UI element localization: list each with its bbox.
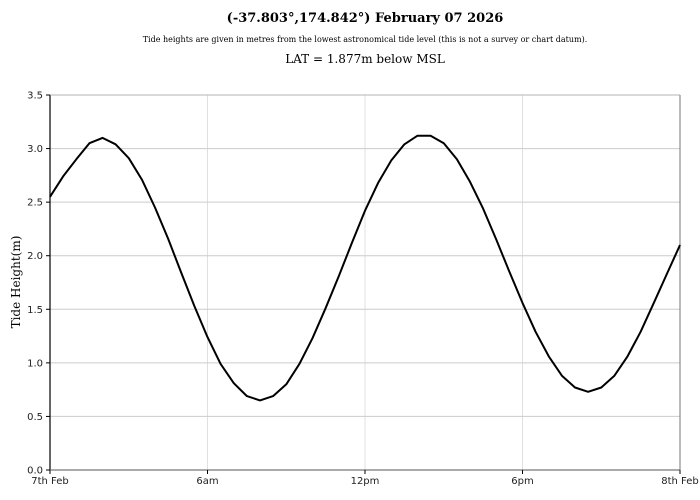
chart-subtitle: Tide heights are given in metres from th… bbox=[142, 35, 588, 44]
x-tick-label: 6am bbox=[196, 476, 218, 487]
y-tick-label: 0.5 bbox=[27, 412, 43, 423]
x-axis-ticks: 7th Feb 6am 12pm 6pm 8th Feb bbox=[31, 470, 699, 487]
y-tick-label: 1.0 bbox=[27, 358, 43, 369]
grid-lines bbox=[50, 94, 680, 470]
y-axis-label: Tide Height(m) bbox=[9, 236, 23, 329]
y-tick-label: 0.0 bbox=[27, 466, 43, 477]
x-tick-label: 7th Feb bbox=[31, 476, 69, 487]
x-tick-label: 6pm bbox=[511, 476, 533, 487]
x-tick-label: 12pm bbox=[351, 476, 380, 487]
y-tick-label: 3.5 bbox=[27, 91, 43, 102]
y-tick-label: 2.5 bbox=[27, 198, 43, 209]
x-tick-label: 8th Feb bbox=[661, 476, 699, 487]
tide-height-line bbox=[49, 134, 681, 402]
y-axis-ticks: 0.0 0.5 1.0 1.5 2.0 2.5 3.0 3.5 bbox=[27, 91, 50, 477]
y-tick-label: 3.0 bbox=[27, 144, 43, 155]
chart-title: (-37.803°,174.842°) February 07 2026 bbox=[226, 11, 504, 26]
y-tick-label: 2.0 bbox=[27, 251, 43, 262]
y-tick-label: 1.5 bbox=[27, 305, 43, 316]
lat-note: LAT = 1.877m below MSL bbox=[285, 52, 445, 66]
